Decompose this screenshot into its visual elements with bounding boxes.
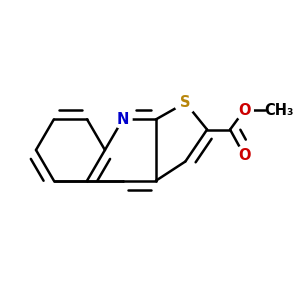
Text: CH₃: CH₃ [265,103,294,118]
Text: O: O [238,148,250,163]
Circle shape [114,110,132,128]
Text: O: O [238,103,250,118]
Text: S: S [180,95,190,110]
Circle shape [175,92,196,113]
Text: N: N [117,112,129,127]
Circle shape [235,146,253,164]
Circle shape [235,101,253,120]
